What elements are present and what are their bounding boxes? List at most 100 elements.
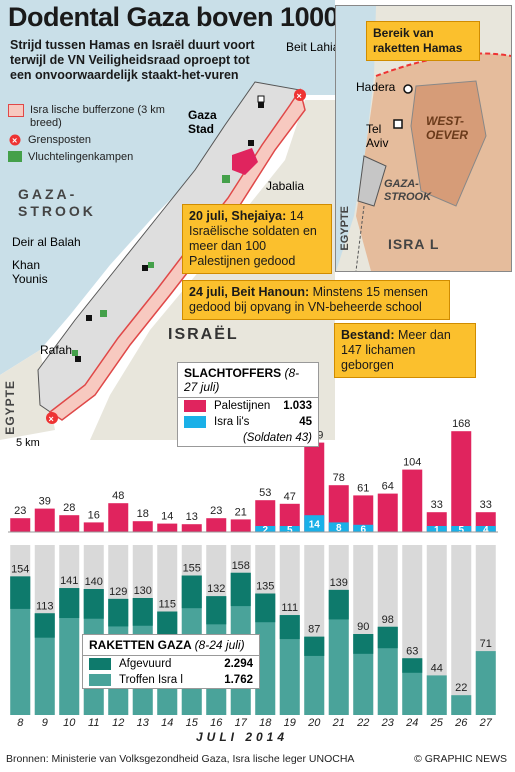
x-tick-label: 12 xyxy=(112,717,124,729)
israeli-data-label: 2 xyxy=(262,525,268,536)
rockets-fired-bar xyxy=(34,613,55,638)
israeli-data-label: 8 xyxy=(336,523,342,534)
palestinian-bar xyxy=(451,431,472,532)
rockets-data-label: 98 xyxy=(382,614,394,626)
rockets-data-label: 155 xyxy=(183,563,201,575)
rockets-hit-bar xyxy=(377,626,398,715)
label-rafah: Rafah xyxy=(40,343,73,357)
hit-value: 1.762 xyxy=(224,674,253,686)
rockets-hit-bar xyxy=(475,651,496,715)
x-tick-label: 11 xyxy=(88,717,99,729)
rockets-data-label: 87 xyxy=(308,624,320,636)
x-tick-label: 20 xyxy=(307,717,321,729)
sources: Bronnen: Ministerie van Volksgezondheid … xyxy=(6,753,355,765)
palestinian-data-label: 168 xyxy=(452,418,470,430)
palestinian-data-label: 48 xyxy=(112,490,124,502)
legend-camps-label: Vluchtelingenkampen xyxy=(28,151,134,163)
palestinian-data-label: 23 xyxy=(210,505,222,517)
palestinian-bar xyxy=(10,518,31,532)
fired-value: 2.294 xyxy=(224,658,253,670)
rockets-data-label: 115 xyxy=(158,599,176,611)
callout-bestand-body: Meer dan 147 lichamen geborgen xyxy=(341,328,451,372)
palestinian-data-label: 28 xyxy=(63,502,75,514)
rockets-data-label: 158 xyxy=(232,560,250,572)
casualties-title: SLACHTOFFERS xyxy=(184,366,282,380)
svg-text:×: × xyxy=(49,414,54,424)
israeli-data-label: 5 xyxy=(287,525,293,536)
x-tick-label: 27 xyxy=(479,717,493,729)
label-gaza-stad: Gaza Stad xyxy=(188,108,217,136)
palestinian-bar xyxy=(230,519,251,532)
rockets-fired-bar xyxy=(230,572,251,607)
rockets-data-label: 130 xyxy=(134,585,152,597)
x-tick-label: 15 xyxy=(186,717,199,729)
rockets-data-label: 71 xyxy=(480,638,492,650)
legend-border: × Grensposten xyxy=(8,134,178,147)
rockets-data-label: 22 xyxy=(455,682,467,694)
label-inset-gazastrook: GAZA-STROOK xyxy=(384,178,432,203)
callout-bestand: Bestand: Meer dan 147 lichamen geborgen xyxy=(334,323,476,378)
palestinian-bar xyxy=(353,495,374,532)
column-background xyxy=(451,545,472,715)
legend-buffer-label: Isra lische bufferzone (3 km breed) xyxy=(30,104,165,129)
x-tick-label: 10 xyxy=(63,717,76,729)
legend-camps: Vluchtelingenkampen xyxy=(8,151,178,164)
palestinian-swatch xyxy=(184,400,206,412)
rockets-hit-bar xyxy=(255,593,276,715)
casualties-note-text: (Soldaten 43) xyxy=(242,432,312,444)
rockets-fired-bar xyxy=(255,593,276,623)
casualties-period: (8-27 juli) xyxy=(184,366,300,394)
palestinian-data-label: 16 xyxy=(88,509,100,521)
map-legend: Isra lische bufferzone (3 km breed) × Gr… xyxy=(8,104,178,168)
israeli-data-label: 5 xyxy=(458,525,464,536)
x-tick-label: 14 xyxy=(161,717,173,729)
rockets-title: RAKETTEN GAZA xyxy=(89,638,192,652)
x-tick-label: 22 xyxy=(356,717,369,729)
israeli-data-label: 1 xyxy=(434,525,440,536)
rockets-hit-bar xyxy=(426,675,447,715)
border-post-icon: × xyxy=(8,134,22,146)
rockets-row-fired: Afgevuurd 2.294 xyxy=(83,656,259,672)
palestinian-data-label: 14 xyxy=(161,511,173,523)
israeli-value: 45 xyxy=(299,416,312,428)
rockets-data-label: 111 xyxy=(281,602,298,614)
israeli-bar xyxy=(475,526,496,532)
inset-map xyxy=(336,6,511,271)
x-tick-label: 24 xyxy=(405,717,418,729)
rockets-fired-bar xyxy=(304,636,325,656)
rockets-fired-bar xyxy=(132,598,153,626)
rockets-data-label: 132 xyxy=(207,583,225,595)
fired-label: Afgevuurd xyxy=(119,658,172,670)
palestinian-data-label: 78 xyxy=(333,472,345,484)
svg-text:×: × xyxy=(12,136,17,146)
legend-border-label: Grensposten xyxy=(28,134,91,146)
palestinian-data-label: 18 xyxy=(137,508,149,520)
legend-buffer: Isra lische bufferzone (3 km breed) xyxy=(8,104,178,130)
rockets-data-label: 154 xyxy=(11,563,29,575)
rockets-hit-bar xyxy=(451,695,472,715)
palestinian-bar xyxy=(34,508,55,532)
camp-swatch xyxy=(8,151,22,162)
israeli-data-label: 6 xyxy=(360,524,366,535)
rockets-fired-bar xyxy=(157,611,178,637)
callout-shejaiya: 20 juli, Shejaiya: 14 Israëlische soldat… xyxy=(182,204,332,274)
palestinian-data-label: 61 xyxy=(357,482,369,494)
label-westoever: WEST-OEVER xyxy=(426,114,469,142)
casualties-table-header: SLACHTOFFERS (8-27 juli) xyxy=(178,363,318,398)
rocket-range-callout: Bereik van raketten Hamas xyxy=(366,21,480,61)
rockets-hit-bar xyxy=(279,615,300,715)
palestinian-label: Palestijnen xyxy=(214,400,271,412)
rockets-fired-bar xyxy=(206,596,227,625)
fired-swatch xyxy=(89,658,111,670)
hit-swatch xyxy=(89,674,111,686)
rockets-data-label: 135 xyxy=(256,581,274,593)
rockets-row-hit: Troffen Isra l 1.762 xyxy=(83,672,259,688)
x-tick-label: 26 xyxy=(454,717,468,729)
label-tel-aviv: Tel Aviv xyxy=(366,122,389,150)
callout-hanoun-body: Minstens 15 mensen gedood bij opvang in … xyxy=(189,285,428,314)
rockets-hit-bar xyxy=(34,613,55,715)
israeli-data-label: 4 xyxy=(483,525,489,536)
palestinian-value: 1.033 xyxy=(283,400,312,412)
palestinian-bar xyxy=(108,503,129,532)
